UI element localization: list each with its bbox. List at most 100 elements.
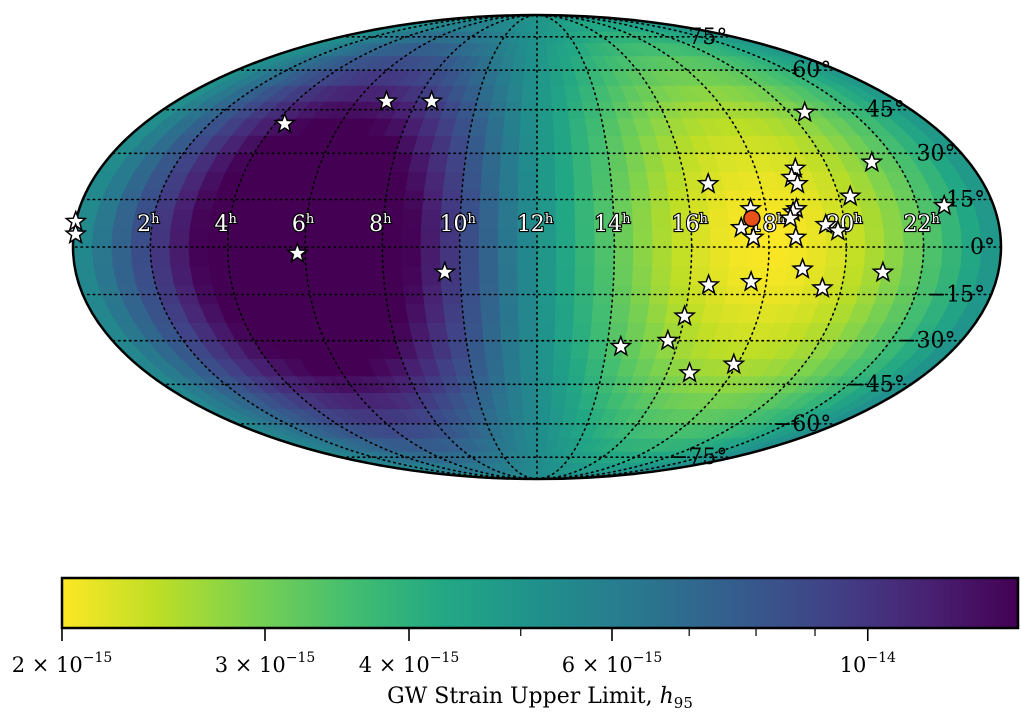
heatmap-cell [381, 246, 403, 267]
heatmap-cell [609, 303, 632, 323]
heatmap-cell [304, 227, 326, 248]
heatmap-cell [265, 246, 287, 267]
ra-label: 12h [517, 212, 554, 237]
heatmap-cell [921, 246, 944, 267]
ra-label: 22h [903, 212, 940, 237]
heatmap-cell [459, 265, 481, 286]
heatmap-cell [521, 392, 538, 410]
heatmap-cell [491, 392, 510, 410]
heatmap-cell [591, 171, 613, 191]
pulsar-star [696, 171, 720, 194]
heatmap-cell [265, 227, 287, 248]
pulsar-star [64, 222, 88, 245]
heatmap-cell [525, 42, 538, 57]
heatmap-cell [506, 392, 524, 410]
heatmap-cell [501, 340, 521, 360]
heatmap-cell [591, 303, 613, 323]
heatmap-cell [323, 227, 345, 248]
heatmap-cell [555, 265, 576, 286]
heatmap-cell [589, 322, 611, 342]
heatmap-cell [646, 171, 669, 191]
colorbar-tick-label: 2 × 10−15 [12, 650, 113, 677]
pulsar-star [273, 111, 297, 134]
heatmap-cell [632, 246, 654, 267]
heatmap-cell [130, 246, 153, 267]
heatmap-cell [499, 303, 520, 323]
heatmap-cell [483, 340, 504, 360]
heatmap-cell [420, 246, 442, 267]
heatmap-cell [91, 227, 114, 248]
heatmap-cell [650, 265, 673, 286]
heatmap-cell [169, 227, 191, 248]
heatmap-cell [461, 303, 483, 323]
heatmap-cell [536, 375, 554, 394]
heatmap-cell [480, 171, 501, 191]
heatmap-cell [188, 227, 210, 248]
heatmap-cell [382, 265, 404, 286]
heatmap-cell [841, 265, 866, 286]
pulsar-markers [64, 89, 956, 383]
colorbar-tick-label: 4 × 10−15 [359, 650, 460, 677]
heatmap-cell [554, 152, 575, 172]
heatmap-cell [401, 246, 422, 267]
pulsar-star [678, 360, 702, 383]
heatmap-cell [536, 322, 556, 342]
heatmap-cell [485, 358, 506, 377]
heatmap-cell [612, 265, 634, 286]
heatmap-cell [169, 246, 191, 267]
heatmap-cell [574, 208, 596, 229]
heatmap-cell [690, 246, 712, 267]
heatmap-cell [571, 152, 593, 172]
pulsar-star [722, 352, 746, 375]
pulsar-star [783, 156, 807, 179]
heatmap-cell [709, 246, 731, 267]
heatmap-cell [518, 152, 538, 172]
colorbar-tick-label: 10−14 [840, 650, 896, 677]
heatmap-cell [671, 246, 693, 267]
heatmap-cell [343, 208, 366, 229]
heatmap-cell [518, 134, 538, 154]
heatmap-cell [208, 265, 233, 286]
pulsar-star [656, 328, 680, 351]
ra-label: 8h [369, 212, 392, 237]
heatmap-cell [481, 322, 503, 342]
heatmap-cell [670, 265, 692, 286]
heatmap-cell [536, 265, 557, 286]
heatmap-cell [91, 246, 114, 267]
heatmap-cell [631, 208, 654, 229]
pulsar-star [860, 150, 884, 173]
heatmap-cell [613, 246, 635, 267]
heatmap-cell [189, 265, 214, 286]
heatmap-cell [627, 171, 650, 191]
heatmap-cell [941, 246, 963, 267]
heatmap-cell [498, 265, 519, 286]
declination-label: −15° [928, 282, 985, 307]
heatmap-cell [324, 265, 347, 286]
heatmap-cell [207, 246, 230, 267]
heatmap-cell [478, 227, 499, 248]
heatmap-cell [227, 246, 249, 267]
heatmap-cell [570, 340, 591, 360]
heatmap-cell [551, 101, 570, 119]
heatmap-cell [499, 152, 520, 172]
heatmap-cell [188, 246, 210, 267]
heatmap-cell [519, 117, 538, 136]
heatmap-cell [405, 171, 428, 191]
heatmap-cell [575, 246, 596, 267]
heatmap-cell [266, 208, 290, 229]
heatmap-cell [573, 303, 594, 323]
heatmap-cell [536, 423, 550, 439]
heatmap-cell [518, 340, 538, 360]
pulsar-star [785, 171, 810, 194]
ra-label: 16h [671, 212, 708, 237]
ra-label: 10h [439, 212, 476, 237]
heatmap-cell [343, 227, 365, 248]
pulsar-star [741, 225, 765, 248]
sky-map-outline [71, 13, 1003, 481]
heatmap-cell [536, 303, 557, 323]
ra-label: 14h [594, 212, 631, 237]
heatmap-cell [568, 117, 589, 136]
pulsar-star [697, 272, 721, 295]
heatmap-cell [111, 246, 133, 267]
